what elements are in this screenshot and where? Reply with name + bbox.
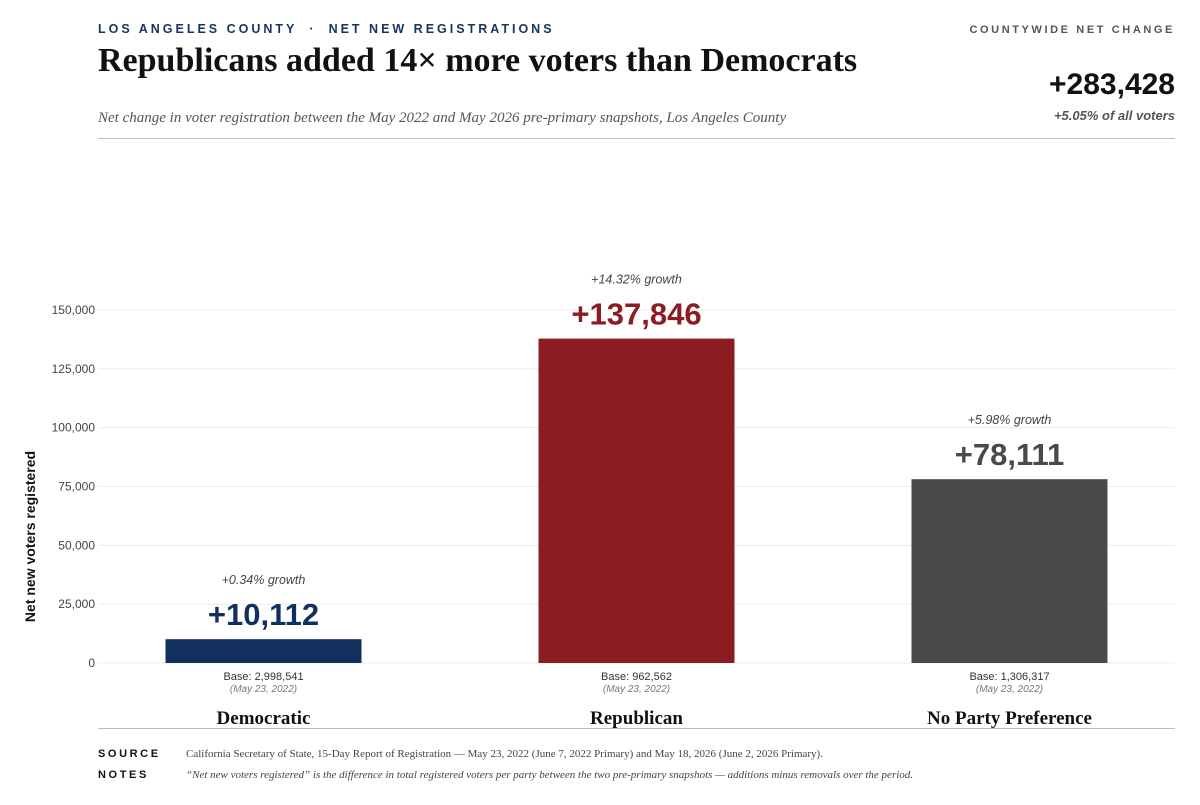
notes-text: “Net new voters registered” is the diffe… — [186, 769, 914, 781]
footer-divider — [98, 728, 1175, 729]
y-tick-label: 100,000 — [52, 421, 96, 435]
bar-base-date: (May 23, 2022) — [603, 684, 670, 695]
kicker-right: NET NEW REGISTRATIONS — [328, 22, 555, 36]
bar-base-label: Base: 1,306,317 — [969, 671, 1049, 683]
x-category-label: No Party Preference — [927, 708, 1092, 729]
header-divider — [98, 138, 1175, 139]
bar-base-date: (May 23, 2022) — [976, 684, 1043, 695]
bar — [911, 479, 1108, 663]
page-subtitle: Net change in voter registration between… — [98, 110, 787, 126]
x-category-label: Republican — [590, 708, 683, 729]
bar-growth-label: +14.32% growth — [591, 273, 682, 287]
x-category-label: Democratic — [217, 708, 311, 729]
y-tick-label: 25,000 — [58, 597, 95, 611]
bar-growth-label: +5.98% growth — [968, 413, 1052, 427]
kpi-label: COUNTYWIDE NET CHANGE — [969, 24, 1175, 36]
kpi-percent: +5.05% of all voters — [1053, 108, 1175, 123]
bar-value-label: +137,846 — [571, 297, 701, 332]
page-title: Republicans added 14× more voters than D… — [98, 42, 858, 79]
kicker-left: LOS ANGELES COUNTY — [98, 22, 298, 36]
bar — [538, 338, 735, 663]
kicker: LOS ANGELES COUNTY · NET NEW REGISTRATIONS — [98, 22, 555, 36]
y-axis-label: Net new voters registered — [22, 451, 38, 622]
bar-value-label: +78,111 — [955, 437, 1065, 472]
bar-base-date: (May 23, 2022) — [230, 684, 297, 695]
bar-base-label: Base: 2,998,541 — [223, 671, 303, 683]
bar-value-label: +10,112 — [208, 597, 319, 632]
y-tick-label: 75,000 — [58, 480, 95, 494]
y-tick-label: 150,000 — [52, 303, 96, 317]
kicker-separator: · — [309, 22, 317, 36]
bar — [165, 639, 362, 663]
notes-label: NOTES — [98, 769, 149, 781]
bar-growth-label: +0.34% growth — [222, 573, 306, 587]
y-tick-label: 125,000 — [52, 362, 96, 376]
source-label: SOURCE — [98, 748, 161, 760]
bar-base-label: Base: 962,562 — [601, 671, 672, 683]
y-tick-label: 50,000 — [58, 538, 95, 552]
y-tick-label: 0 — [88, 656, 95, 670]
kpi-value: +283,428 — [1049, 68, 1175, 101]
source-text: California Secretary of State, 15-Day Re… — [186, 748, 823, 760]
